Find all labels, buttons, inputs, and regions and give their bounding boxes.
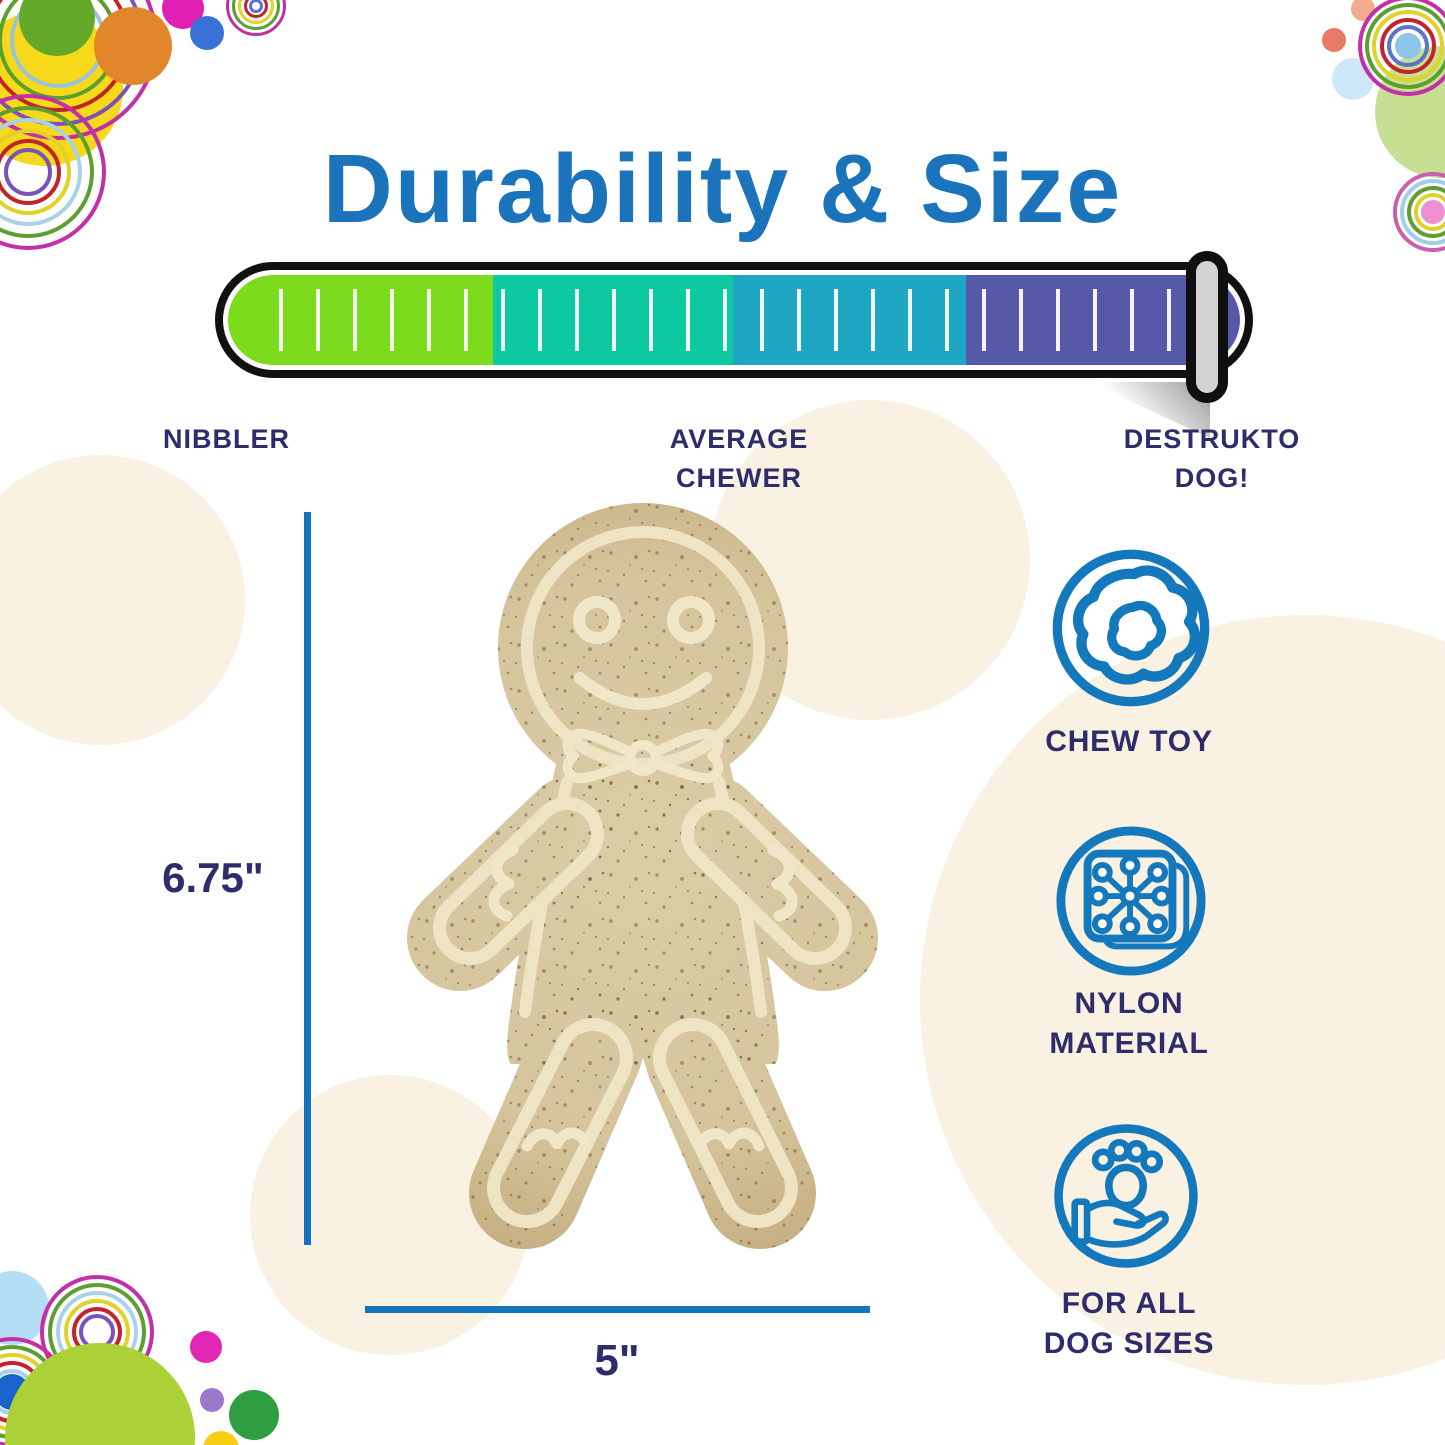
molecule-grid-icon: [1056, 826, 1206, 976]
meter-slider-handle: [1186, 251, 1228, 403]
decorative-ring: [1400, 179, 1445, 245]
width-dimension-line: [365, 1306, 870, 1313]
decorative-circle: [229, 1390, 279, 1440]
decorative-circle: [1395, 33, 1421, 59]
feature-label-chew-toy: CHEW TOY: [1045, 725, 1213, 758]
meter-label-nibbler: NIBBLER: [163, 424, 290, 454]
decorative-ring: [0, 139, 61, 205]
chew-ring-icon: [1052, 549, 1210, 707]
height-dimension-line: [304, 512, 311, 1245]
meter-segment-green: [228, 275, 494, 365]
decorative-circle: [94, 7, 172, 85]
decorative-circle: [190, 1331, 222, 1363]
durability-meter-track: [228, 275, 1240, 365]
decorative-ring: [0, 129, 71, 215]
hand-holding-paw-icon: [1054, 1124, 1198, 1268]
decorative-ring: [4, 148, 52, 196]
width-label: 5": [594, 1336, 640, 1385]
decorative-ring: [1380, 18, 1436, 74]
meter-segment-teal: [493, 275, 733, 365]
height-label: 6.75": [162, 854, 264, 901]
decorative-circle: [190, 16, 224, 50]
decorative-ring: [1414, 193, 1445, 231]
feature-label-all-dog-sizes: FOR ALL DOG SIZES: [1043, 1287, 1215, 1360]
decorative-ring: [1358, 0, 1445, 96]
decorative-ring: [1407, 186, 1445, 238]
decorative-ring: [1387, 25, 1429, 67]
decorative-circle: [200, 1388, 224, 1412]
meter-label-average-chewer: AVERAGE CHEWER: [669, 424, 809, 494]
feature-label-nylon-material: NYLON MATERIAL: [1049, 987, 1209, 1060]
decorative-circle: [1322, 28, 1346, 52]
page-title: Durability & Size: [322, 133, 1123, 243]
meter-label-destrukto-dog: DESTRUKTO DOG!: [1123, 424, 1301, 494]
decorative-ring: [1372, 10, 1444, 82]
decorative-ring: [1365, 3, 1445, 89]
decorative-circle: [1421, 200, 1445, 224]
cream-background-circle: [0, 455, 245, 745]
meter-segment-blue: [732, 275, 966, 365]
decorative-ring: [238, 0, 274, 24]
decorative-ring: [244, 0, 268, 18]
decorative-circle: [203, 1431, 239, 1445]
durability-meter: [215, 262, 1253, 378]
decorative-ring: [0, 118, 82, 226]
gingerbread-toy-image: [407, 503, 878, 1263]
decorative-ring: [249, 0, 263, 13]
